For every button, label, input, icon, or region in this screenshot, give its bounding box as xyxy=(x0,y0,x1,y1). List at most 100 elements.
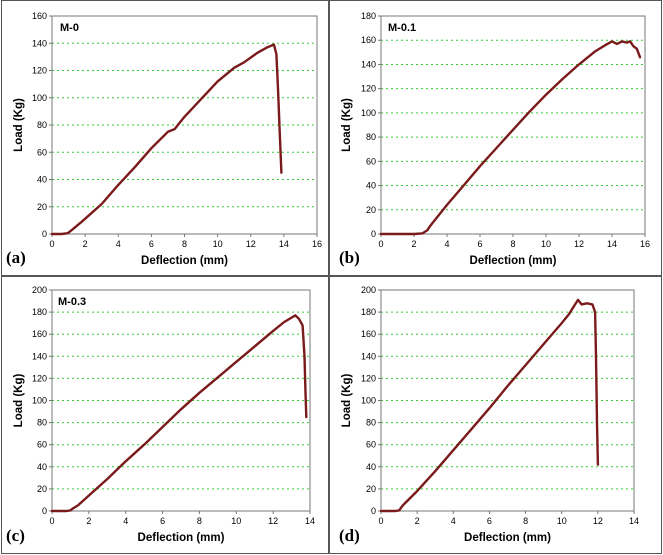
x-tick-label-d-7: 14 xyxy=(629,516,639,526)
y-tick-label-d-10: 200 xyxy=(361,285,376,295)
y-tick-label-a-3: 60 xyxy=(37,147,47,157)
y-tick-label-c-10: 200 xyxy=(32,285,47,295)
y-axis-label-a: Load (Kg) xyxy=(13,98,25,152)
y-axis-label-d: Load (Kg) xyxy=(341,374,353,428)
y-tick-label-d-6: 120 xyxy=(361,373,376,383)
y-tick-label-d-8: 160 xyxy=(361,329,376,339)
x-tick-label-c-7: 14 xyxy=(305,516,315,526)
y-tick-label-a-5: 100 xyxy=(32,93,47,103)
x-axis-label-b: Deflection (mm) xyxy=(470,255,557,267)
panel-label-b: (b) xyxy=(339,248,360,267)
x-tick-label-d-1: 2 xyxy=(415,516,420,526)
x-axis-label-c: Deflection (mm) xyxy=(138,532,225,544)
y-tick-label-d-7: 140 xyxy=(361,351,376,361)
y-tick-label-c-3: 60 xyxy=(37,440,47,450)
plot-area-c xyxy=(51,289,311,512)
y-tick-label-d-3: 60 xyxy=(366,440,376,450)
y-axis-label-c: Load (Kg) xyxy=(13,374,25,428)
x-tick-label-c-4: 8 xyxy=(197,516,202,526)
x-tick-label-a-4: 8 xyxy=(182,239,187,249)
x-tick-label-c-1: 2 xyxy=(86,516,91,526)
y-tick-label-c-0: 0 xyxy=(42,506,47,516)
specimen-title-a: M-0 xyxy=(60,22,79,34)
y-tick-label-b-4: 80 xyxy=(366,132,376,142)
x-tick-label-b-6: 12 xyxy=(574,239,584,249)
x-tick-label-c-2: 4 xyxy=(123,516,128,526)
panel-label-c: (c) xyxy=(6,526,25,545)
y-tick-label-d-1: 20 xyxy=(366,484,376,494)
y-tick-label-b-5: 100 xyxy=(361,108,376,118)
y-tick-label-d-0: 0 xyxy=(371,506,376,516)
y-tick-label-c-4: 80 xyxy=(37,418,47,428)
y-tick-label-c-9: 180 xyxy=(32,307,47,317)
y-tick-label-c-1: 20 xyxy=(37,484,47,494)
x-tick-label-c-0: 0 xyxy=(49,516,54,526)
x-tick-label-d-0: 0 xyxy=(378,516,383,526)
x-tick-label-a-3: 6 xyxy=(149,239,154,249)
x-tick-label-c-3: 6 xyxy=(160,516,165,526)
specimen-title-b: M-0.1 xyxy=(388,22,416,34)
plot-area-b xyxy=(380,15,646,235)
y-tick-label-b-2: 40 xyxy=(366,181,376,191)
load-deflection-line-d xyxy=(379,298,600,513)
x-tick-label-d-6: 12 xyxy=(593,516,603,526)
x-tick-label-b-3: 6 xyxy=(477,239,482,249)
y-tick-label-d-5: 100 xyxy=(361,396,376,406)
x-tick-label-a-8: 16 xyxy=(312,239,322,249)
load-deflection-line-c xyxy=(50,314,308,513)
y-tick-label-a-1: 20 xyxy=(37,202,47,212)
x-tick-label-b-0: 0 xyxy=(378,239,383,249)
y-tick-label-b-8: 160 xyxy=(361,35,376,45)
y-tick-label-c-2: 40 xyxy=(37,462,47,472)
y-tick-label-b-3: 60 xyxy=(366,156,376,166)
y-tick-label-d-4: 80 xyxy=(366,418,376,428)
y-tick-label-a-6: 120 xyxy=(32,66,47,76)
load-deflection-line-a xyxy=(50,43,283,236)
panel-d-frame xyxy=(329,276,662,554)
y-tick-label-c-7: 140 xyxy=(32,351,47,361)
x-axis-label-a: Deflection (mm) xyxy=(141,255,228,267)
x-tick-label-b-7: 14 xyxy=(607,239,617,249)
y-tick-label-b-1: 20 xyxy=(366,205,376,215)
panel-b-frame xyxy=(329,0,662,276)
load-deflection-line-b xyxy=(379,40,642,236)
x-axis-label-d: Deflection (mm) xyxy=(464,532,551,544)
y-tick-label-c-6: 120 xyxy=(32,373,47,383)
panel-label-a: (a) xyxy=(6,248,26,267)
x-tick-label-b-2: 4 xyxy=(444,239,449,249)
y-tick-label-a-2: 40 xyxy=(37,175,47,185)
panel-label-d: (d) xyxy=(339,526,360,545)
y-tick-label-b-6: 120 xyxy=(361,84,376,94)
y-tick-label-b-7: 140 xyxy=(361,59,376,69)
y-tick-label-a-4: 80 xyxy=(37,120,47,130)
specimen-title-c: M-0.3 xyxy=(58,296,86,308)
x-tick-label-b-1: 2 xyxy=(411,239,416,249)
x-tick-label-a-5: 10 xyxy=(213,239,223,249)
y-axis-label-b: Load (Kg) xyxy=(341,98,353,152)
x-tick-label-b-8: 16 xyxy=(640,239,650,249)
x-tick-label-a-0: 0 xyxy=(49,239,54,249)
x-tick-label-d-2: 4 xyxy=(451,516,456,526)
y-tick-label-a-7: 140 xyxy=(32,38,47,48)
y-tick-label-a-8: 160 xyxy=(32,11,47,21)
y-tick-label-d-2: 40 xyxy=(366,462,376,472)
y-tick-label-c-8: 160 xyxy=(32,329,47,339)
x-tick-label-b-5: 10 xyxy=(541,239,551,249)
x-tick-label-d-4: 8 xyxy=(523,516,528,526)
x-tick-label-a-2: 4 xyxy=(116,239,121,249)
x-tick-label-d-5: 10 xyxy=(557,516,567,526)
y-tick-label-b-9: 180 xyxy=(361,11,376,21)
y-tick-label-c-5: 100 xyxy=(32,396,47,406)
panel-c-frame xyxy=(1,276,329,554)
y-tick-label-a-0: 0 xyxy=(42,229,47,239)
x-tick-label-b-4: 8 xyxy=(510,239,515,249)
x-tick-label-d-3: 6 xyxy=(487,516,492,526)
x-tick-label-c-5: 10 xyxy=(231,516,241,526)
x-tick-label-a-6: 12 xyxy=(246,239,256,249)
y-tick-label-b-0: 0 xyxy=(371,229,376,239)
x-tick-label-c-6: 12 xyxy=(268,516,278,526)
y-tick-label-d-9: 180 xyxy=(361,307,376,317)
x-tick-label-a-1: 2 xyxy=(83,239,88,249)
x-tick-label-a-7: 14 xyxy=(279,239,289,249)
